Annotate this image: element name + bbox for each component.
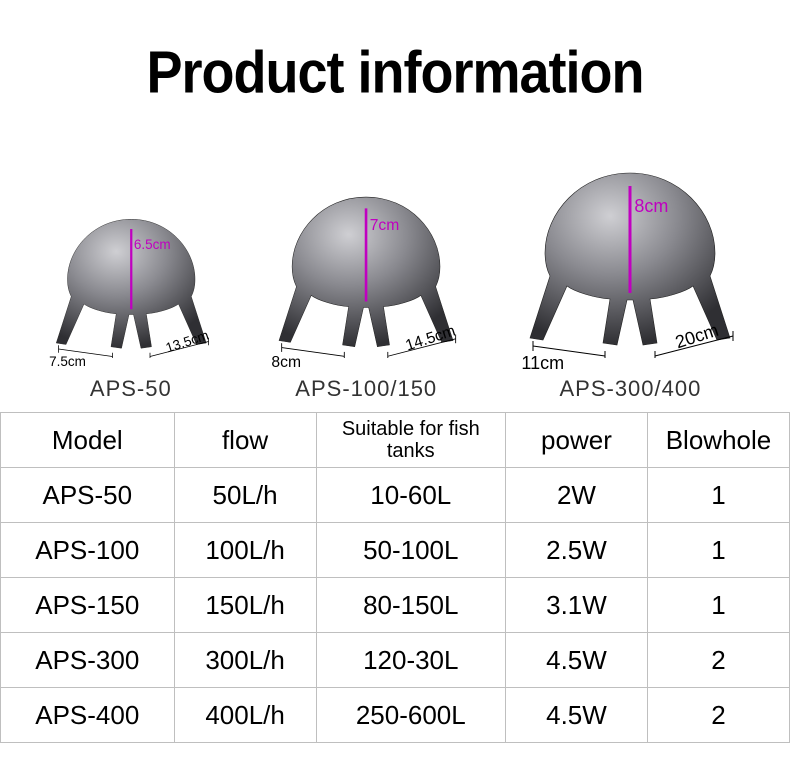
cell-suitable: 10-60L [316, 468, 505, 523]
product-image: 8cm 11cm 20cm [515, 158, 745, 358]
table-row: APS-100100L/h50-100L2.5W1 [1, 523, 790, 578]
header-flow: flow [174, 413, 316, 468]
cell-suitable: 120-30L [316, 633, 505, 688]
cell-blowhole: 2 [647, 688, 789, 743]
product-name: APS-300/400 [559, 376, 701, 402]
product-gallery: 6.5cm 7.5cm 13.5cm APS-50 7cm 8cm 14.5cm… [0, 112, 790, 402]
cell-flow: 300L/h [174, 633, 316, 688]
dim-width: 11cm [521, 353, 564, 374]
dim-height: 6.5cm [134, 237, 171, 252]
cell-model: APS-400 [1, 688, 175, 743]
header-model: Model [1, 413, 175, 468]
dim-height: 8cm [634, 196, 668, 217]
dim-height: 7cm [370, 217, 400, 235]
product-image: 7cm 8cm 14.5cm [266, 184, 466, 358]
header-suitable: Suitable for fish tanks [316, 413, 505, 468]
cell-power: 4.5W [505, 688, 647, 743]
cell-blowhole: 1 [647, 468, 789, 523]
cell-flow: 150L/h [174, 578, 316, 633]
table-row: APS-300300L/h120-30L4.5W2 [1, 633, 790, 688]
cell-model: APS-150 [1, 578, 175, 633]
cell-model: APS-50 [1, 468, 175, 523]
cell-blowhole: 2 [647, 633, 789, 688]
product: 7cm 8cm 14.5cm APS-100/150 [266, 184, 466, 402]
product: 8cm 11cm 20cm APS-300/400 [515, 158, 745, 402]
cell-flow: 50L/h [174, 468, 316, 523]
cell-suitable: 80-150L [316, 578, 505, 633]
cell-flow: 100L/h [174, 523, 316, 578]
product-name: APS-50 [90, 376, 172, 402]
table-header-row: Model flow Suitable for fish tanks power… [1, 413, 790, 468]
table-row: APS-400400L/h250-600L4.5W2 [1, 688, 790, 743]
page-title: Product information [0, 0, 790, 118]
product-name: APS-100/150 [295, 376, 437, 402]
table-row: APS-5050L/h10-60L2W1 [1, 468, 790, 523]
cell-blowhole: 1 [647, 523, 789, 578]
cell-blowhole: 1 [647, 578, 789, 633]
cell-power: 4.5W [505, 633, 647, 688]
dim-width: 7.5cm [49, 354, 86, 369]
cell-flow: 400L/h [174, 688, 316, 743]
cell-power: 2W [505, 468, 647, 523]
product: 6.5cm 7.5cm 13.5cm APS-50 [45, 208, 218, 402]
cell-suitable: 250-600L [316, 688, 505, 743]
cell-power: 3.1W [505, 578, 647, 633]
cell-model: APS-300 [1, 633, 175, 688]
table-row: APS-150150L/h80-150L3.1W1 [1, 578, 790, 633]
cell-power: 2.5W [505, 523, 647, 578]
header-power: power [505, 413, 647, 468]
cell-suitable: 50-100L [316, 523, 505, 578]
header-blowhole: Blowhole [647, 413, 789, 468]
product-image: 6.5cm 7.5cm 13.5cm [45, 208, 218, 358]
dim-width: 8cm [271, 354, 301, 372]
cell-model: APS-100 [1, 523, 175, 578]
spec-table: Model flow Suitable for fish tanks power… [0, 412, 790, 743]
